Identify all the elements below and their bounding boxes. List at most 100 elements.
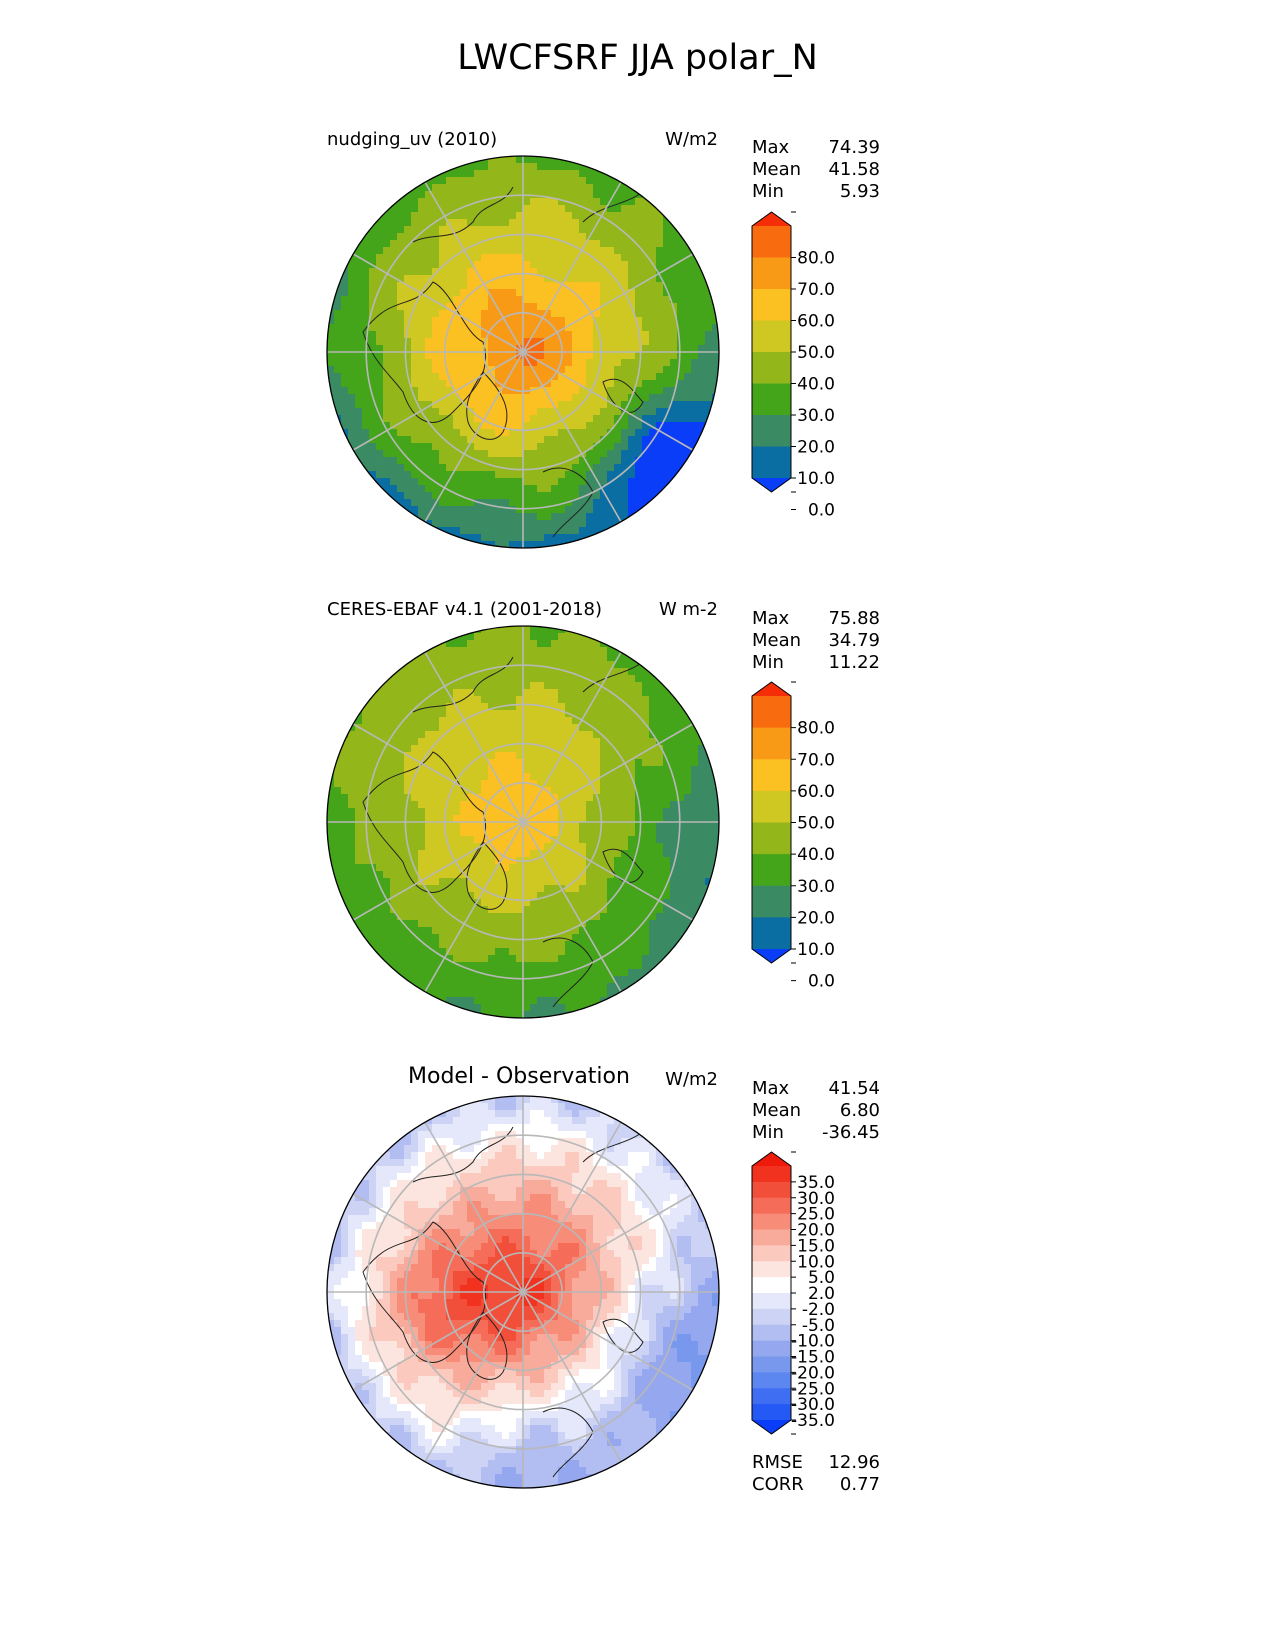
meridian-line xyxy=(352,351,524,451)
stat-min: Min 11.22 xyxy=(752,652,880,673)
panel-2-title: CERES-EBAF v4.1 (2001-2018) xyxy=(327,599,603,620)
stat-max: Max 75.88 xyxy=(752,608,880,629)
colorbar-segment xyxy=(752,446,791,479)
colorbar-tick-label: -25.0 xyxy=(791,1379,835,1399)
colorbar-tick-label: 20.0 xyxy=(797,438,835,458)
colorbar-segment xyxy=(752,1372,791,1389)
colorbar-tick-label: 10.0 xyxy=(797,469,835,489)
coastline-segment xyxy=(466,371,508,440)
meridian-line xyxy=(522,351,622,523)
stat-mean: Mean 34.79 xyxy=(752,630,880,651)
colorbar-tick-label: 70.0 xyxy=(797,750,835,770)
meridian-line xyxy=(352,723,524,823)
meridian-line xyxy=(424,181,524,353)
meridian-line xyxy=(522,1291,694,1391)
coastline-segment xyxy=(466,841,508,910)
stat-max: Max 41.54 xyxy=(752,1078,880,1099)
colorbar-segment xyxy=(752,1245,791,1262)
colorbar-segment xyxy=(752,727,791,760)
colorbar-segment xyxy=(752,1388,791,1405)
colorbar-segment xyxy=(752,415,791,447)
colorbar-tick-label: 50.0 xyxy=(797,343,835,363)
panel-2-units: W m-2 xyxy=(658,599,718,620)
colorbar-tick-label: 35.0 xyxy=(797,1173,835,1193)
graticule xyxy=(327,626,719,1018)
metric-rmse: RMSE 12.96 xyxy=(752,1452,880,1473)
colorbar-tick-label: 70.0 xyxy=(797,280,835,300)
meridian-line xyxy=(522,1291,622,1463)
colorbar-segment xyxy=(752,1404,791,1421)
map-boundary xyxy=(326,155,720,549)
panel-3-stats: Max 41.54 Mean 6.80 Min -36.45 xyxy=(752,1078,880,1144)
colorbar-segment xyxy=(752,854,791,887)
colorbar-tick-label: -20.0 xyxy=(791,1363,835,1383)
polar-map-1 xyxy=(326,155,720,549)
meridian-line xyxy=(352,1291,524,1391)
colorbar-tick-label: -35.0 xyxy=(791,1411,835,1431)
colorbar-extend-max xyxy=(752,682,791,696)
meridian-line xyxy=(522,821,694,921)
meridian-line xyxy=(522,723,694,823)
meridian-line xyxy=(522,1193,694,1293)
meridian-line xyxy=(424,821,524,993)
colorbar-tick-label: 50.0 xyxy=(797,814,835,834)
stat-mean: Mean 41.58 xyxy=(752,159,880,180)
colorbar-segment xyxy=(752,320,791,353)
meridian-line xyxy=(522,181,622,353)
colorbar-segment xyxy=(752,1166,791,1183)
colorbar-segment xyxy=(752,1261,791,1278)
panel-3-units: W/m2 xyxy=(665,1069,718,1090)
meridian-line xyxy=(522,651,622,823)
meridian-line xyxy=(424,1291,524,1463)
colorbar-segment xyxy=(752,1277,791,1294)
meridian-line xyxy=(352,821,524,921)
colorbar-segment xyxy=(752,1308,791,1326)
meridian-line xyxy=(352,1193,524,1293)
meridian-line xyxy=(352,253,524,353)
colorbar-tick-label: 10.0 xyxy=(797,1252,835,1272)
colorbar-segment xyxy=(752,1197,791,1215)
colorbar-tick-label: -2.0 xyxy=(802,1300,835,1320)
stat-mean: Mean 6.80 xyxy=(752,1100,880,1121)
colorbar-panel-2: 80.0 70.0 60.0 50.0 40.0 30.0 20.0 10.0 0.0 xyxy=(751,681,835,992)
coastline-segment xyxy=(412,186,514,243)
colorbar-segment xyxy=(752,1181,791,1199)
stat-max: Max 74.39 xyxy=(752,137,880,158)
colorbar-tick-label: 5.0 xyxy=(808,1268,835,1288)
colorbar-tick-label: 10.0 xyxy=(797,940,835,960)
field-cells xyxy=(327,156,719,548)
colorbar-tick-label: 20.0 xyxy=(797,908,835,928)
colorbar-segment xyxy=(752,1229,791,1246)
colorbar-segment xyxy=(752,1213,791,1230)
panel-2-stats: Max 75.88 Mean 34.79 Min 11.22 xyxy=(752,608,880,674)
colorbar-extend-max xyxy=(752,1152,791,1166)
colorbar-segment xyxy=(752,383,791,416)
figure-title: LWCFSRF JJA polar_N xyxy=(457,38,818,78)
colorbar-segment xyxy=(752,1340,791,1357)
colorbar-tick-label: 40.0 xyxy=(797,845,835,865)
stat-min: Min -36.45 xyxy=(752,1122,880,1143)
metric-corr: CORR 0.77 xyxy=(752,1474,880,1495)
field-cells xyxy=(327,1096,719,1488)
colorbar-segment xyxy=(752,289,791,321)
colorbar-extend-min xyxy=(752,478,791,492)
colorbar-extend-min xyxy=(752,949,791,963)
colorbar-segment xyxy=(752,885,791,918)
colorbar-segment xyxy=(752,1293,791,1310)
colorbar-tick-label: -5.0 xyxy=(802,1316,835,1336)
coastline-segment xyxy=(412,656,514,713)
coastlines xyxy=(362,181,654,538)
colorbar-segment xyxy=(752,226,791,258)
colorbar-tick-label: 80.0 xyxy=(797,249,835,269)
coastline-segment xyxy=(412,1126,514,1183)
coastline-segment xyxy=(602,1319,644,1353)
panel-3-metrics: RMSE 12.96 CORR 0.77 xyxy=(752,1452,880,1496)
panel-1-stats: Max 74.39 Mean 41.58 Min 5.93 xyxy=(752,137,880,203)
meridian-line xyxy=(424,1121,524,1293)
panel-3-title: Model - Observation xyxy=(408,1064,630,1089)
graticule xyxy=(327,1096,719,1488)
colorbar-panel-3: 35.030.025.020.015.010.05.02.0-2.0-5.0-1… xyxy=(751,1151,835,1435)
coastline-segment xyxy=(602,379,644,413)
colorbar-segment xyxy=(752,790,791,823)
